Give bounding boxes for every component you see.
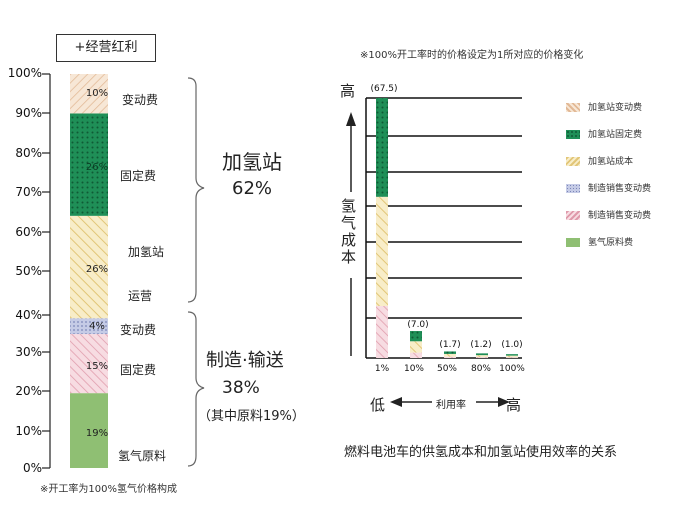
side-station-variable: 变动费 (122, 93, 159, 107)
legend-item-5: 制造销售变动费 (566, 208, 651, 221)
legend-item-2: 加氢站固定费 (566, 127, 642, 140)
seg-label-station-variable: 10% (85, 88, 109, 99)
legend-item-3: 加氢站成本 (566, 154, 633, 167)
right-bar-part-2 (506, 354, 518, 356)
right-bar-part-2 (476, 353, 488, 356)
y-tick-10: 10% (15, 424, 42, 438)
bartop-1: (67.5) (370, 84, 398, 94)
legend-label-4: 制造销售变动费 (588, 184, 652, 194)
x-tick-80: 80% (470, 364, 491, 374)
legend-label-3: 加氢站成本 (588, 157, 634, 167)
bartop-50: (1.7) (439, 340, 461, 350)
left-chart: +经营红利 100% 90% 80% 70% 60% 50% 40% 30% 2… (0, 0, 340, 518)
right-bar-10pct (410, 331, 422, 358)
left-bar-segment-station-fixed (70, 113, 108, 216)
legend-label-1: 加氢站变动费 (588, 103, 643, 113)
legend-label-5: 制造销售变动费 (588, 211, 652, 221)
group-station-name: 加氢站 (222, 150, 282, 174)
right-bar-part-2 (376, 98, 388, 197)
legend-item-4: 制造销售变动费 (566, 181, 651, 194)
right-bar-part-1 (376, 196, 388, 306)
x-tick-50: 50% (436, 364, 457, 374)
x-high-label: 高 (506, 396, 522, 414)
right-chart: ※100%开工率时的价格设定为1所对应的价格变化 高 氢气成本 (339, 0, 700, 518)
right-bar-part-1 (476, 355, 488, 358)
legend-swatch-6 (566, 238, 580, 247)
side-station-op-bottom: 运营 (128, 289, 153, 303)
y-tick-80: 80% (15, 146, 42, 160)
right-bar-100pct (506, 354, 518, 358)
seg-label-station-operation: 26% (85, 264, 109, 275)
right-bar-1pct (376, 98, 388, 358)
group-mfg-name: 制造·输送 (206, 350, 284, 371)
right-y-axis-label: 氢气成本 (339, 198, 357, 266)
legend-label-6: 氢气原料费 (588, 238, 634, 248)
right-y-high: 高 (340, 82, 356, 100)
left-footnote: ※开工率为100%氢气价格构成 (40, 484, 177, 495)
left-bar-segment-mfg-fixed (70, 334, 108, 394)
group-mfg-pct: 38% (222, 378, 260, 398)
right-bar-svg (346, 97, 522, 407)
right-bar-part-1 (444, 353, 456, 357)
right-bar-part-2 (444, 351, 456, 354)
group-station-pct: 62% (232, 178, 273, 199)
side-mfg-variable: 变动费 (120, 323, 157, 337)
legend-swatch-4 (566, 184, 580, 193)
right-title-note: ※100%开工率时的价格设定为1所对应的价格变化 (360, 50, 584, 61)
right-bar-part-1 (410, 341, 422, 353)
right-bar-part-2 (410, 331, 422, 342)
right-bar-part-0 (506, 357, 518, 358)
bartop-80: (1.2) (470, 340, 492, 350)
x-low-label: 低 (370, 396, 386, 414)
right-bar-part-0 (444, 356, 456, 358)
side-station-op-top: 加氢站 (128, 245, 165, 259)
right-bar-part-1 (506, 355, 518, 358)
left-bar-segment-mfg-variable (70, 318, 108, 335)
x-tick-10: 10% (403, 364, 424, 374)
y-tick-0: 0% (22, 461, 42, 475)
legend-label-2: 加氢站固定费 (588, 130, 643, 140)
y-tick-40: 40% (15, 308, 42, 322)
bartop-10: (7.0) (407, 320, 429, 330)
left-bar-segment-station-operation (70, 215, 108, 319)
legend-swatch-2 (566, 130, 580, 139)
x-tick-1: 1% (374, 364, 390, 374)
right-caption: 燃料电池车的供氢成本和加氢站使用效率的关系 (344, 445, 618, 460)
y-tick-50: 50% (15, 264, 42, 278)
legend-item-1: 加氢站变动费 (566, 100, 642, 113)
y-tick-20: 20% (15, 384, 42, 398)
x-axis-label: 利用率 (436, 400, 466, 411)
side-raw: 氢气原料 (118, 449, 167, 463)
right-bar-part-0 (410, 352, 422, 358)
y-tick-100: 100% (7, 66, 42, 80)
left-bar-svg (42, 73, 205, 469)
header-box: +经营红利 (56, 34, 156, 62)
right-bar-part-0 (376, 306, 388, 358)
right-bar-part-0 (476, 357, 488, 358)
y-tick-30: 30% (15, 345, 42, 359)
seg-label-mfg-fixed: 15% (85, 361, 109, 372)
group-mfg-note: （其中原料19%） (198, 409, 305, 424)
legend-swatch-1 (566, 103, 580, 112)
right-bar-50pct (444, 351, 456, 358)
y-tick-70: 70% (15, 185, 42, 199)
left-bar-segment-raw (70, 393, 108, 468)
seg-label-station-fixed: 26% (85, 162, 109, 173)
seg-label-raw: 19% (85, 428, 109, 439)
seg-label-mfg-variable: 4% (89, 321, 105, 332)
legend-swatch-3 (566, 157, 580, 166)
y-tick-90: 90% (15, 106, 42, 120)
legend-swatch-5 (566, 211, 580, 220)
left-bar-segment-station-variable (70, 74, 108, 114)
side-station-fixed: 固定费 (120, 169, 157, 183)
side-mfg-fixed: 固定费 (120, 363, 157, 377)
x-tick-100: 100% (499, 364, 525, 374)
right-bar-80pct (476, 353, 488, 358)
bartop-100: (1.0) (501, 340, 523, 350)
y-tick-60: 60% (15, 225, 42, 239)
legend-item-6: 氢气原料费 (566, 235, 633, 248)
